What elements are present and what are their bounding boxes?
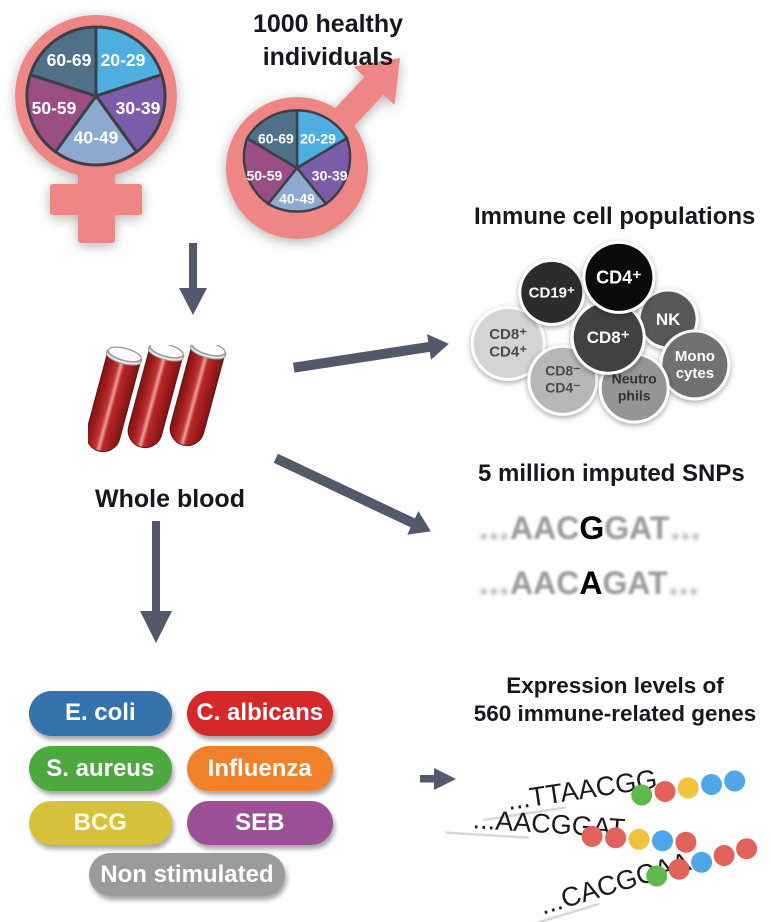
svg-text:...CACGCAA: ...CACGCAA bbox=[536, 846, 694, 920]
svg-text:...AACGGAT: ...AACGGAT bbox=[472, 804, 626, 843]
